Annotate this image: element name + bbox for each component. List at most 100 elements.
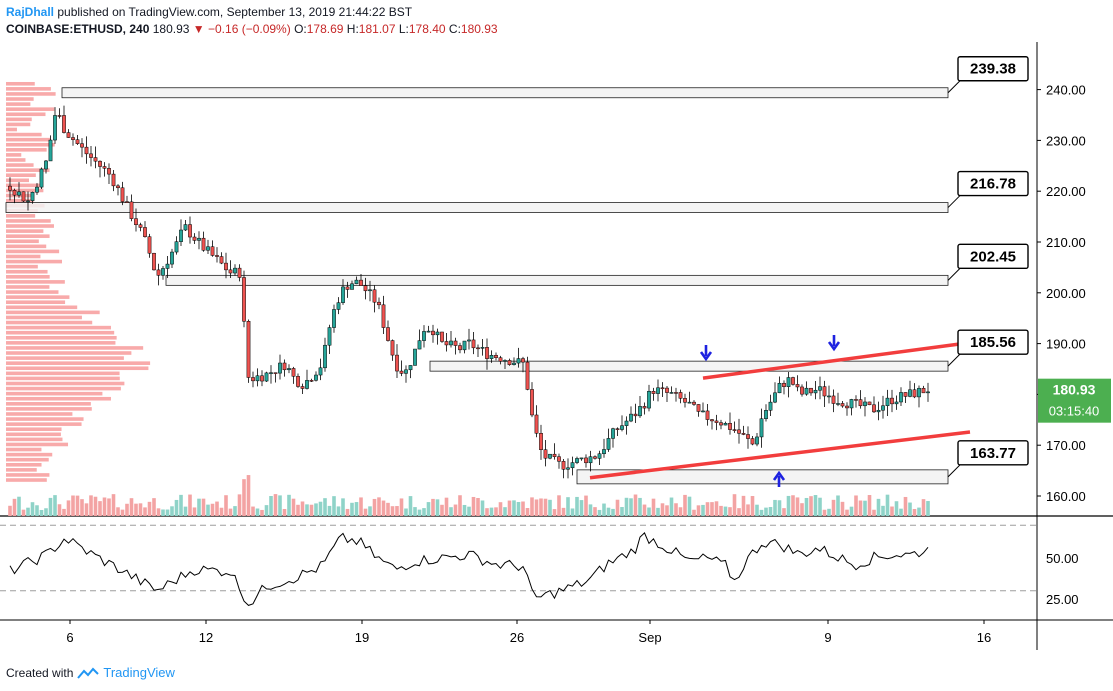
axes: 160.00170.00180.00190.00200.00210.00220.… xyxy=(66,83,1111,645)
level-label: 185.56 xyxy=(970,334,1016,351)
volume-bar xyxy=(314,503,318,516)
volume-bar xyxy=(872,509,876,516)
volume-bar xyxy=(287,494,291,516)
profile-bar xyxy=(6,417,84,421)
volume-bar xyxy=(467,506,471,516)
volume-bar xyxy=(791,495,795,516)
candle-body xyxy=(912,389,917,398)
volume-bar xyxy=(759,509,764,516)
volume-bar xyxy=(665,505,669,516)
volume-bar xyxy=(845,509,849,516)
candle-body xyxy=(750,438,755,445)
candle-body xyxy=(422,331,426,341)
volume-bar xyxy=(678,507,683,516)
volume-bar xyxy=(242,479,246,516)
level-label: 216.78 xyxy=(970,176,1016,193)
candle-body xyxy=(44,160,48,170)
candle-body xyxy=(575,458,579,463)
level-label-box xyxy=(957,170,1029,197)
candle-body xyxy=(75,139,80,144)
low-label: L: xyxy=(398,22,409,36)
candle-body xyxy=(255,375,260,382)
arrow-head xyxy=(827,341,841,352)
profile-bar xyxy=(6,442,69,447)
level-label: 202.45 xyxy=(970,248,1016,265)
volume-bar xyxy=(899,508,903,516)
candle-body xyxy=(251,377,255,382)
candle-body xyxy=(710,419,714,422)
level-zone xyxy=(165,274,949,286)
profile-bar xyxy=(6,310,100,315)
candle-body xyxy=(80,143,84,148)
candle-body xyxy=(606,438,611,450)
volume-bar xyxy=(327,505,332,516)
candle-body xyxy=(525,361,530,390)
profile-bar xyxy=(6,473,50,477)
candle-body xyxy=(453,340,458,346)
profile-bar xyxy=(6,280,65,284)
volume-bar xyxy=(485,508,489,516)
candle-body xyxy=(39,168,44,188)
profile-bar xyxy=(6,264,38,269)
candle-body xyxy=(260,375,264,382)
candle-body xyxy=(741,433,746,435)
profile-bar xyxy=(6,457,49,462)
close-label: C: xyxy=(448,22,461,36)
volume-bar xyxy=(858,500,863,516)
candle-body xyxy=(116,185,120,189)
candle-body xyxy=(296,376,300,387)
volume-bar xyxy=(647,507,651,516)
candle-body xyxy=(791,377,795,385)
volume-bar xyxy=(755,504,759,516)
volume-bar xyxy=(188,494,192,516)
candle-body xyxy=(129,201,134,219)
profile-bar xyxy=(6,107,55,111)
candle-body xyxy=(219,256,224,264)
profile-bar xyxy=(6,127,17,132)
level-label-box xyxy=(957,243,1029,270)
volume-bar xyxy=(908,502,912,516)
candle-body xyxy=(417,340,422,350)
profile-bar xyxy=(6,269,48,274)
candle-body xyxy=(831,395,836,404)
candle-body xyxy=(197,237,201,241)
volume-bar xyxy=(282,508,287,516)
volume-bar xyxy=(62,508,66,516)
volume-bar xyxy=(264,505,269,516)
candle-body xyxy=(125,201,129,203)
candle-body xyxy=(597,453,602,459)
volume-bar xyxy=(165,509,170,516)
candle-body xyxy=(705,410,710,420)
candle-body xyxy=(134,218,138,226)
time-tick-label: 6 xyxy=(66,630,73,645)
volume-bar xyxy=(687,496,692,516)
arrow-up-icon xyxy=(772,470,786,487)
profile-bar xyxy=(6,447,42,452)
volume-bar xyxy=(876,498,881,516)
candle-body xyxy=(363,285,368,292)
volume-bar xyxy=(746,504,750,516)
volume-bar xyxy=(17,496,21,516)
candle-body xyxy=(872,404,876,413)
volume-bar xyxy=(629,498,633,516)
candle-body xyxy=(876,409,881,413)
candle-body xyxy=(624,420,629,426)
profile-bar xyxy=(6,158,26,162)
volume-bar xyxy=(548,499,552,516)
volume-bar xyxy=(741,495,746,516)
volume-bar xyxy=(386,502,390,516)
candle-body xyxy=(759,418,764,438)
volume-bar xyxy=(21,509,26,516)
candle-body xyxy=(165,263,170,269)
candle-body xyxy=(602,449,606,455)
author-name[interactable]: RajDhall xyxy=(6,5,55,19)
profile-bar xyxy=(6,295,70,299)
volume-bar xyxy=(570,508,575,516)
candle-body xyxy=(408,365,413,371)
candle-body xyxy=(728,422,732,430)
volume-bars xyxy=(8,475,930,516)
volume-bar xyxy=(237,494,242,516)
volume-bar xyxy=(93,496,98,516)
tradingview-brand[interactable]: TradingView xyxy=(103,665,175,680)
